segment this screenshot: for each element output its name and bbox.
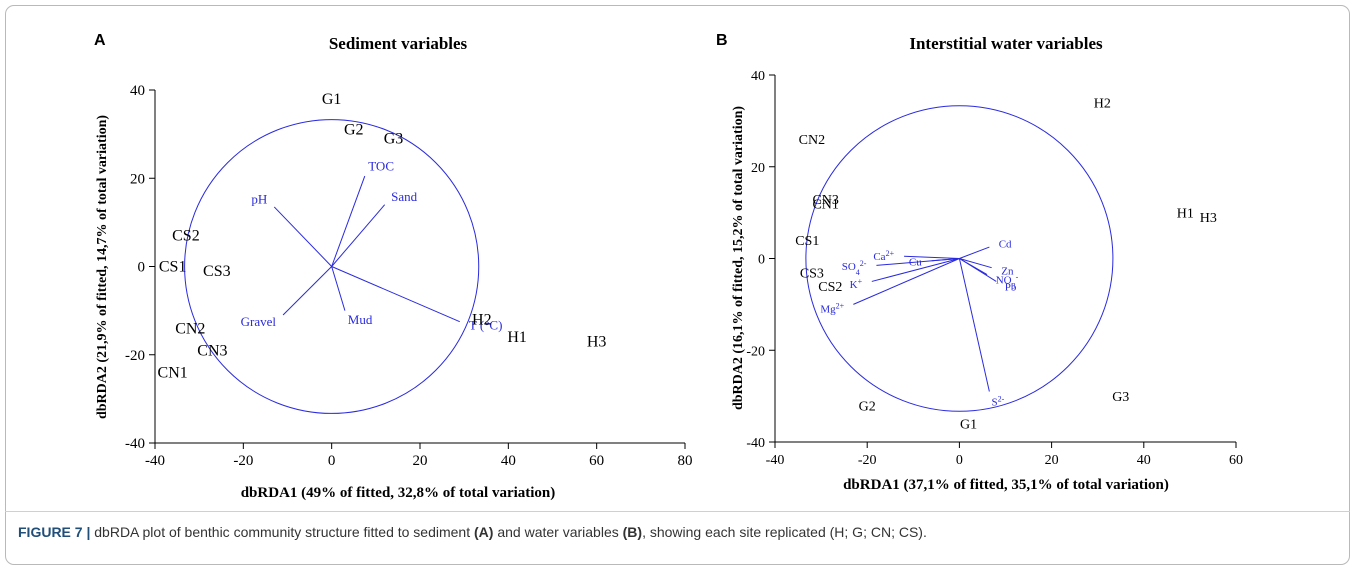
site-point-label: H3 <box>587 334 607 351</box>
x-tick-label: 0 <box>956 453 963 468</box>
vector-label: Cu <box>909 257 922 269</box>
vector-line <box>331 204 386 267</box>
site-point-label: G3 <box>384 131 404 148</box>
site-point-label: CS2 <box>172 228 200 245</box>
y-tick-label: 20 <box>130 171 145 187</box>
site-point-label: CN1 <box>158 364 188 381</box>
vector-label: pH <box>251 192 267 207</box>
vector-line <box>959 258 992 269</box>
vector-line <box>282 266 333 316</box>
vector-label: NO3- <box>996 272 1019 290</box>
y-tick-label: 40 <box>130 83 145 99</box>
site-point-label: H3 <box>1200 211 1217 226</box>
x-tick-label: -40 <box>145 453 165 469</box>
figure-frame <box>5 5 1350 565</box>
vector-label: Gravel <box>241 314 277 329</box>
chart-title: Interstitial water variables <box>909 34 1103 53</box>
vector-line <box>904 255 960 259</box>
x-tick-label: 20 <box>1045 453 1059 468</box>
site-point-label: G2 <box>859 399 876 414</box>
x-tick-label: -20 <box>858 453 877 468</box>
correlation-circle <box>184 119 480 414</box>
x-axis-label: dbRDA1 (37,1% of fitted, 35,1% of total … <box>843 477 1169 493</box>
y-tick-label: 20 <box>751 161 765 176</box>
vector-label: K+ <box>850 276 863 291</box>
chart-panel-a: Sediment variables -40 -20 0 20 40 60 80 -40 -20 0… <box>95 34 693 501</box>
y-axis-label: dbRDA2 (21,9% of fitted, 14,7% of total … <box>95 115 110 419</box>
caption-figure-label: FIGURE 7 | <box>18 524 91 540</box>
site-point-label: CS3 <box>800 266 824 281</box>
x-tick-label: 40 <box>501 453 516 469</box>
vector-label: TOC <box>368 159 394 174</box>
vector-line <box>959 246 990 259</box>
vector-label: Cd <box>999 238 1012 250</box>
figure-caption: FIGURE 7 | dbRDA plot of benthic communi… <box>18 524 1338 540</box>
vector-label: Ca2+ <box>873 248 894 263</box>
chart-panel-b: Interstitial water variables -40 -20 0 20 40 6… <box>731 34 1243 493</box>
x-tick-label: 40 <box>1137 453 1151 468</box>
x-tick-label: 80 <box>678 453 693 469</box>
x-tick-label: 60 <box>1229 453 1243 468</box>
vector-label: S2- <box>992 394 1005 409</box>
y-tick-label: -40 <box>746 436 765 451</box>
site-point-label: H2 <box>1094 97 1111 112</box>
vector-label: SO42- <box>842 259 867 277</box>
site-point-label: CS3 <box>203 263 231 280</box>
y-tick-label: 40 <box>751 69 765 84</box>
vector-label: Mg2+ <box>820 301 844 316</box>
site-point-label: CS1 <box>795 234 819 249</box>
y-tick-label: 0 <box>758 253 765 268</box>
site-point-label: CN1 <box>812 197 838 212</box>
site-point-label: G3 <box>1112 390 1129 405</box>
correlation-circle <box>805 105 1114 412</box>
site-point-label: H2 <box>472 311 492 328</box>
caption-ref-b: (B) <box>622 524 643 540</box>
y-tick-label: -20 <box>125 348 145 364</box>
vector-label: T (°C) <box>469 318 502 333</box>
y-axis-label: dbRDA2 (16,1% of fitted, 15,2% of total … <box>731 106 746 410</box>
caption-text-3: , showing each site replicated (H; G; CN… <box>642 524 927 540</box>
vector-line <box>871 258 960 282</box>
y-tick-label: -40 <box>125 436 145 452</box>
vector-line <box>959 258 997 282</box>
site-point-label: CN3 <box>197 342 227 359</box>
panel-label-b: B <box>716 32 728 49</box>
caption-text-1: dbRDA plot of benthic community structur… <box>90 524 475 540</box>
panel-label-a: A <box>94 32 106 49</box>
vector-line <box>331 266 346 311</box>
vector-label: Sand <box>391 189 418 204</box>
x-tick-label: -40 <box>766 453 785 468</box>
site-point-label: G1 <box>960 418 977 433</box>
site-point-label: CS2 <box>818 280 842 295</box>
x-axis-label: dbRDA1 (49% of fitted, 32,8% of total va… <box>241 485 556 501</box>
vector-line <box>331 175 366 267</box>
vector-line <box>958 258 990 392</box>
vector-label: Pb <box>1005 282 1017 294</box>
site-point-label: CS1 <box>159 259 187 276</box>
caption-ref-a: (A) <box>474 524 494 540</box>
x-tick-label: 0 <box>328 453 336 469</box>
site-point-label: H1 <box>1177 207 1194 222</box>
y-tick-label: 0 <box>138 260 146 276</box>
site-point-label: H1 <box>507 329 527 346</box>
vector-line <box>331 266 460 323</box>
vector-line <box>853 258 960 305</box>
vector-line <box>931 258 960 262</box>
site-point-label: CN3 <box>812 193 838 208</box>
vector-label: Zn <box>1001 265 1014 277</box>
caption-divider <box>5 511 1350 512</box>
caption-text-2: and water variables <box>493 524 623 540</box>
site-point-label: CN2 <box>175 320 205 337</box>
site-point-label: G1 <box>322 91 342 108</box>
x-tick-label: -20 <box>233 453 253 469</box>
x-tick-label: 20 <box>413 453 428 469</box>
chart-title: Sediment variables <box>329 34 468 53</box>
vector-line <box>273 206 333 267</box>
site-point-label: CN2 <box>799 133 825 148</box>
y-tick-label: -20 <box>746 344 765 359</box>
x-tick-label: 60 <box>589 453 604 469</box>
vector-label: Mud <box>348 312 373 327</box>
site-point-label: G2 <box>344 122 364 139</box>
